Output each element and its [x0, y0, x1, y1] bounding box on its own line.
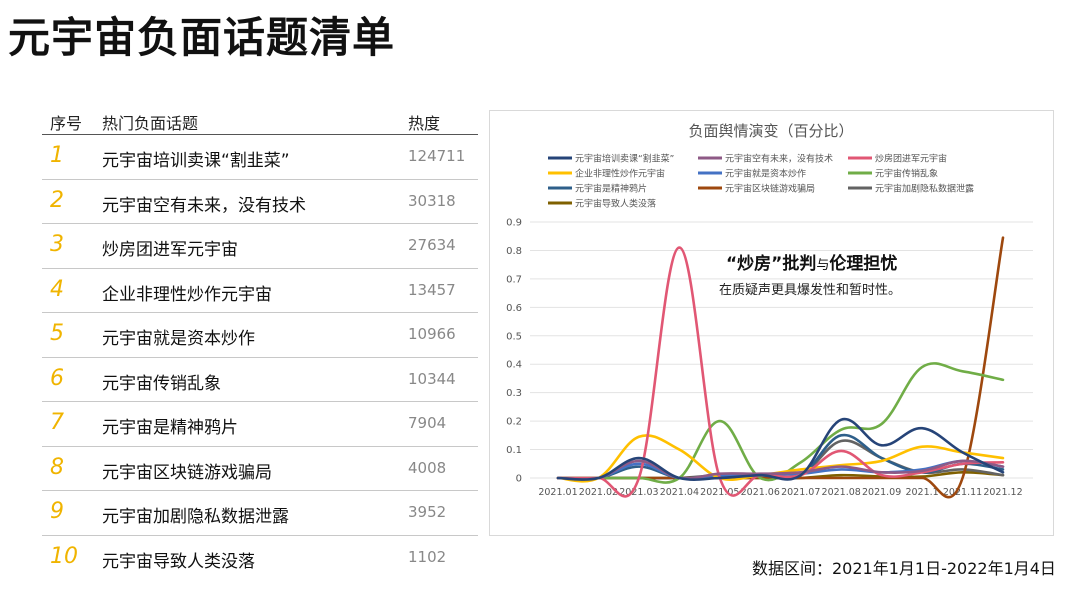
annotation-heading: “炒房”批判与伦理担忧 — [726, 253, 897, 274]
topic-text: 元宇宙是精神鸦片 — [102, 418, 238, 438]
rank-number: 1 — [50, 143, 64, 168]
heat-value: 1102 — [408, 547, 447, 566]
table-row: 9 元宇宙加剧隐私数据泄露 3952 — [42, 491, 478, 536]
series-line — [556, 417, 1005, 482]
table-row: 1 元宇宙培训卖课“割韭菜” 124711 — [42, 135, 478, 180]
heat-value: 124711 — [408, 147, 466, 165]
topic-text: 元宇宙加剧隐私数据泄露 — [102, 507, 289, 527]
topic-text: 元宇宙传销乱象 — [102, 373, 221, 394]
topic-text: 元宇宙区块链游戏骗局 — [102, 462, 272, 483]
legend-entry: 元宇宙加剧隐私数据泄露 — [875, 183, 974, 195]
table-row: 4 企业非理性炒作元宇宙 13457 — [42, 269, 478, 313]
x-tick-label: 2021.01 — [538, 487, 577, 498]
heat-value: 7904 — [408, 414, 447, 432]
x-tick-label: 2021.04 — [660, 487, 699, 498]
y-tick-label: 0 — [516, 474, 522, 485]
heat-value: 4008 — [408, 458, 447, 477]
x-tick-label: 2021.02 — [579, 487, 618, 498]
table-row: 7 元宇宙是精神鸦片 7904 — [42, 402, 478, 447]
rank-number: 5 — [50, 321, 64, 346]
y-tick-label: 0.2 — [506, 417, 522, 428]
chart-container: 负面舆情演变（百分比） 元宇宙培训卖课“割韭菜” 元宇宙空有未来，没有技术 炒房团进军… — [489, 110, 1054, 536]
legend-entry: 元宇宙导致人类没落 — [575, 198, 656, 210]
annotation-part: “炒房” — [726, 253, 782, 274]
heat-value: 13457 — [408, 280, 456, 299]
series-line — [556, 246, 1005, 498]
table-row: 5 元宇宙就是资本炒作 10966 — [42, 313, 478, 358]
x-tick-label: 2021.03 — [619, 487, 658, 498]
annotation-part: 批判 — [782, 253, 816, 274]
y-tick-label: 0.4 — [506, 360, 522, 371]
annotation-part: 伦理担忧 — [829, 253, 897, 274]
legend-entry: 元宇宙区块链游戏骗局 — [725, 183, 815, 195]
line-chart: 负面舆情演变（百分比） 元宇宙培训卖课“割韭菜” 元宇宙空有未来，没有技术 炒房团进军… — [506, 122, 1033, 499]
topic-text: 元宇宙空有未来，没有技术 — [102, 195, 306, 216]
y-tick-label: 0.9 — [506, 218, 522, 229]
topic-text: 元宇宙就是资本炒作 — [102, 329, 255, 349]
x-tick-label: 2021.07 — [781, 487, 820, 498]
y-tick-label: 0.7 — [506, 274, 522, 285]
topic-table: 序号 热门负面话题 热度 1 元宇宙培训卖课“割韭菜” 124711 2 元宇宙空有未来… — [42, 104, 478, 579]
rank-number: 6 — [50, 365, 64, 391]
heat-value: 3952 — [408, 503, 447, 521]
rank-number: 3 — [50, 232, 64, 257]
x-tick-label: 2021.11 — [943, 487, 982, 498]
heat-value: 27634 — [408, 236, 456, 254]
heat-value: 10966 — [408, 325, 456, 343]
rank-number: 10 — [50, 543, 78, 569]
rank-number: 4 — [50, 276, 64, 302]
legend-entry: 元宇宙就是资本炒作 — [725, 168, 806, 180]
annotation-part: 与 — [816, 258, 829, 273]
y-tick-label: 0.5 — [506, 331, 522, 342]
legend-entry: 元宇宙培训卖课“割韭菜” — [575, 153, 674, 165]
series-line — [556, 459, 1005, 481]
rank-number: 2 — [50, 187, 64, 213]
legend-entry: 企业非理性炒作元宇宙 — [575, 168, 665, 180]
page-title: 元宇宙负面话题清单 — [8, 13, 396, 62]
heat-value: 10344 — [408, 369, 456, 388]
chart-title: 负面舆情演变（百分比） — [688, 122, 853, 140]
series-line — [556, 236, 1005, 499]
x-tick-label: 2021.09 — [862, 487, 901, 498]
y-tick-label: 0.8 — [506, 246, 522, 257]
table-row: 3 炒房团进军元宇宙 27634 — [42, 224, 478, 269]
legend-entry: 元宇宙是精神鸦片 — [575, 183, 647, 195]
rank-number: 9 — [50, 499, 64, 524]
legend-entry: 元宇宙空有未来，没有技术 — [725, 153, 833, 165]
heat-value: 30318 — [408, 191, 456, 210]
y-tick-label: 0.1 — [506, 445, 522, 456]
x-tick-label: 2021.12 — [983, 487, 1022, 498]
legend-entry: 炒房团进军元宇宙 — [875, 153, 947, 165]
data-range-note: 数据区间：2021年1月1日-2022年1月4日 — [752, 559, 1056, 578]
table-row: 2 元宇宙空有未来，没有技术 30318 — [42, 180, 478, 224]
table-row: 8 元宇宙区块链游戏骗局 4008 — [42, 447, 478, 491]
rank-number: 7 — [50, 410, 64, 435]
y-tick-label: 0.6 — [506, 303, 522, 314]
x-tick-label: 2021.05 — [700, 487, 739, 498]
x-tick-label: 2021.06 — [741, 487, 780, 498]
x-tick-label: 2021.08 — [822, 487, 861, 498]
topic-text: 炒房团进军元宇宙 — [102, 240, 238, 260]
topic-text: 企业非理性炒作元宇宙 — [102, 284, 272, 305]
table-row: 10 元宇宙导致人类没落 1102 — [42, 536, 478, 580]
topic-text: 元宇宙培训卖课“割韭菜” — [102, 151, 290, 171]
y-tick-label: 0.3 — [506, 388, 522, 399]
x-tick-label: 2021.1 — [905, 487, 938, 498]
header-topic: 热门负面话题 — [102, 114, 199, 133]
topic-text: 元宇宙导致人类没落 — [102, 551, 255, 572]
table-header: 序号 热门负面话题 热度 — [42, 104, 478, 135]
legend-entry: 元宇宙传销乱象 — [875, 168, 938, 180]
series-line — [556, 459, 1005, 481]
table-row: 6 元宇宙传销乱象 10344 — [42, 358, 478, 402]
header-heat: 热度 — [408, 114, 441, 133]
rank-number: 8 — [50, 454, 64, 480]
annotation-subtext: 在质疑声更具爆发性和暂时性。 — [719, 282, 901, 298]
header-rank: 序号 — [50, 114, 83, 133]
